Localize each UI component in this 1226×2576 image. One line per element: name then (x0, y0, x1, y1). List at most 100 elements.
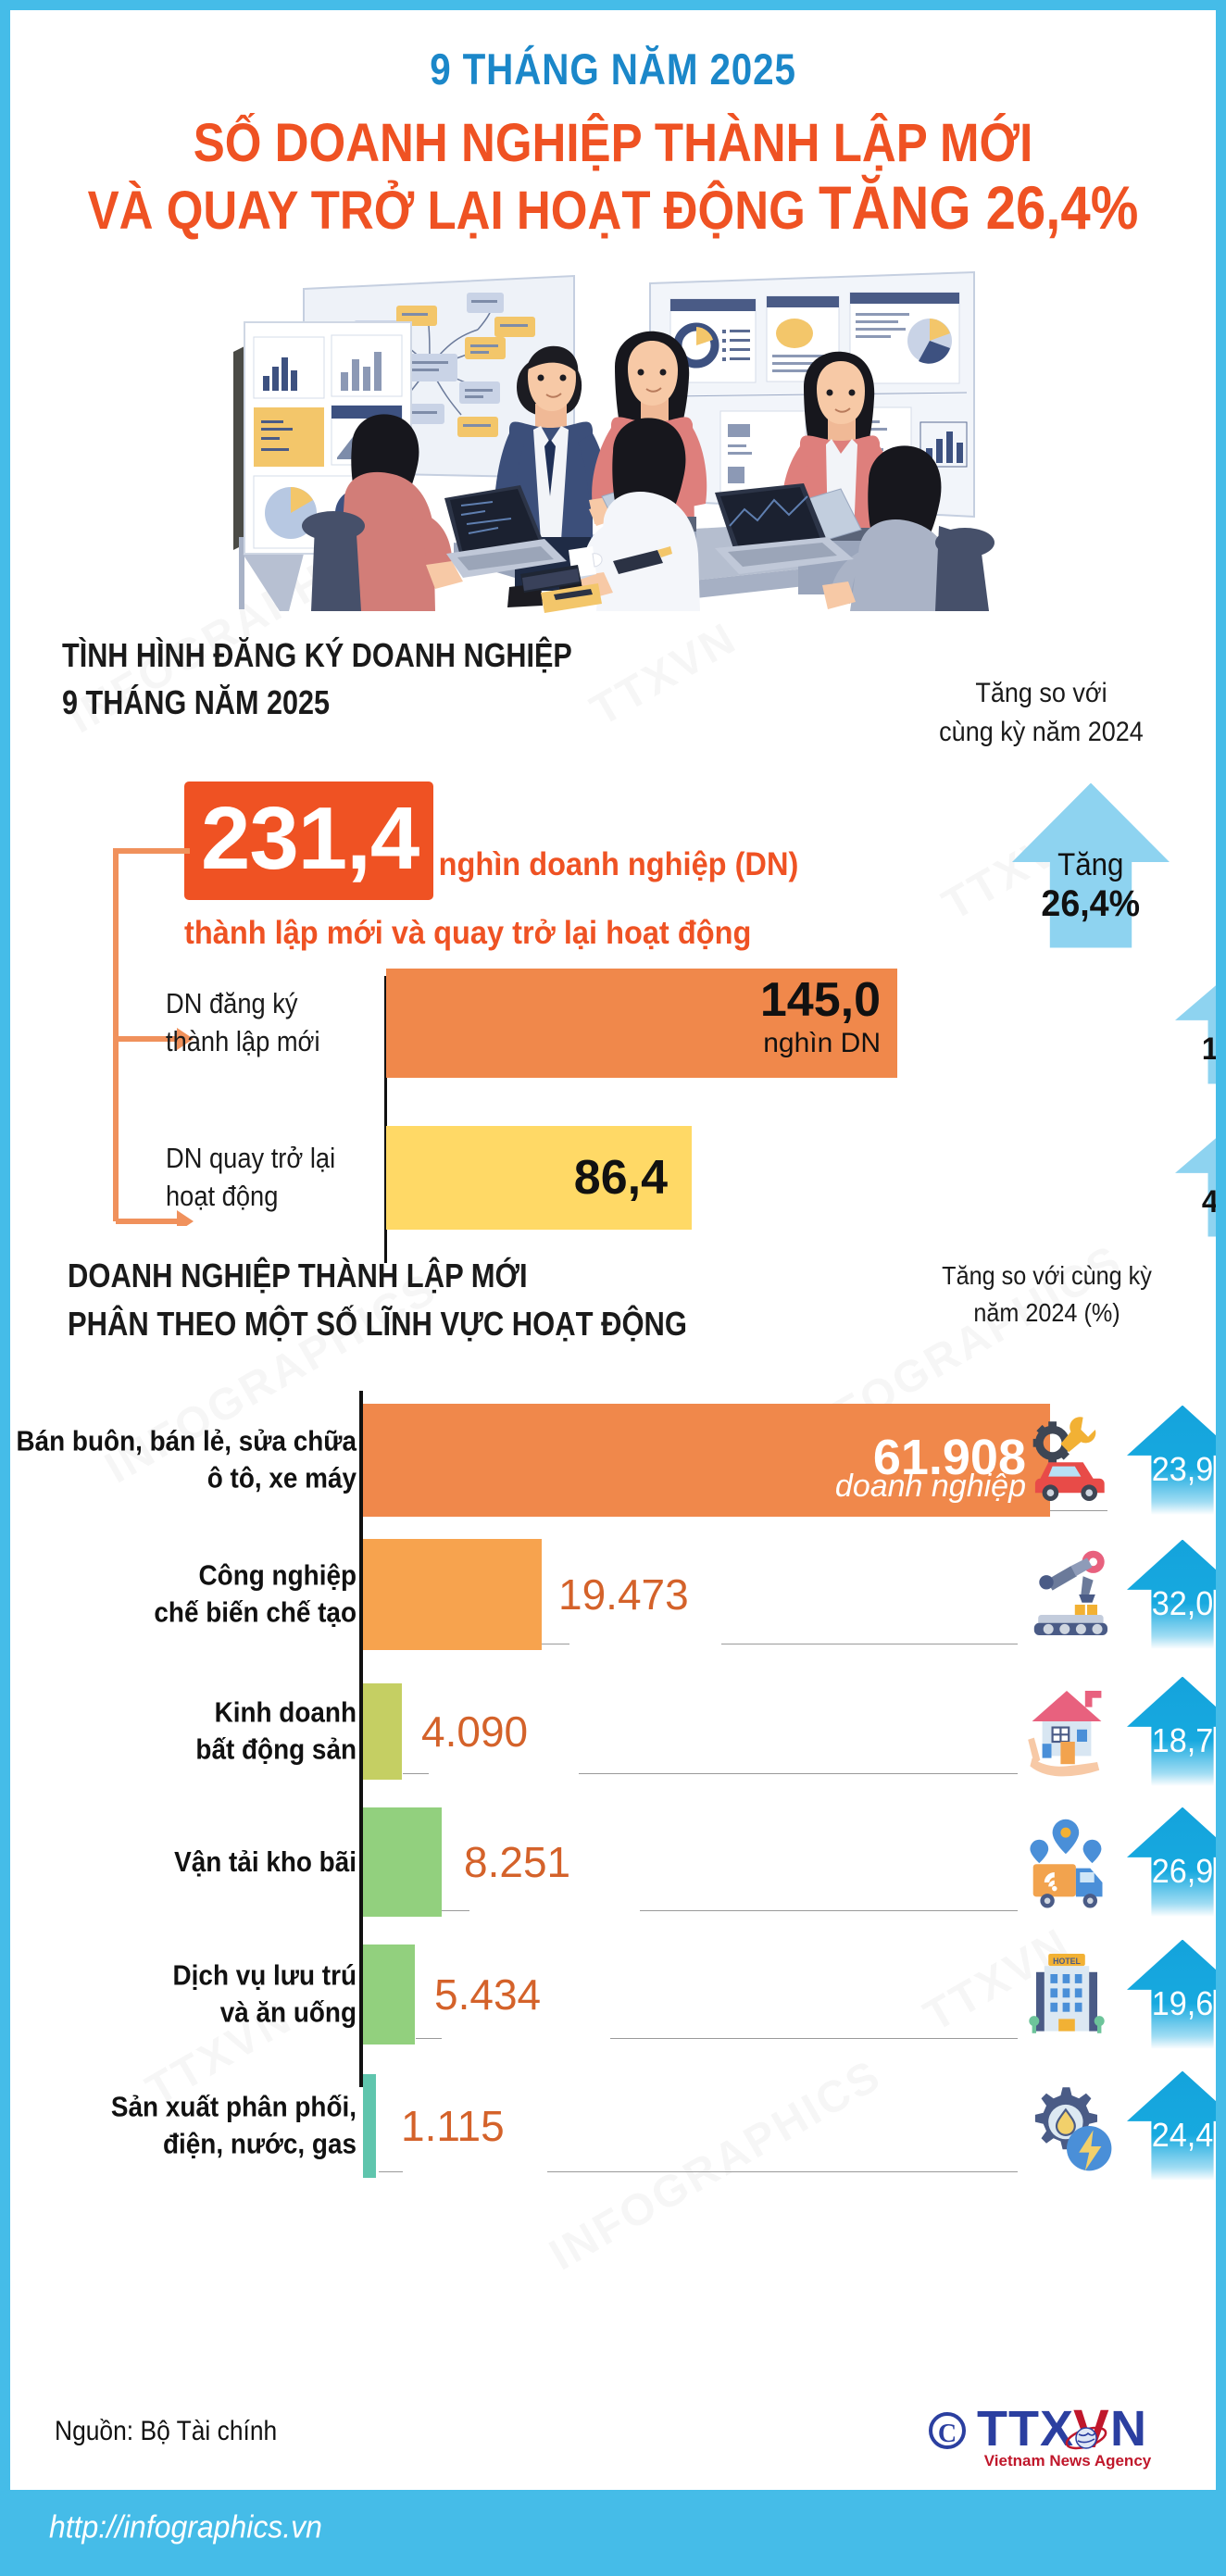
headline-subtitle: thành lập mới và quay trở lại hoạt động (184, 914, 752, 951)
table-row: Dịch vụ lưu trú và ăn uống 5.434 HOTEL (10, 1939, 1216, 2049)
title-line-1: SỐ DOANH NGHIỆP THÀNH LẬP MỚI (193, 112, 1033, 173)
sub-row-2-label: DN quay trở lại hoạt động (166, 1139, 341, 1217)
business-meeting-illustration (215, 248, 1011, 619)
svg-text:HOTEL: HOTEL (1053, 1957, 1081, 1966)
headline-row: 231,4 nghìn doanh nghiệp (DN) (184, 781, 999, 900)
sub-row-2-label-line-2: hoạt động (166, 1180, 279, 1213)
table-row: Công nghiệp chế biến chế tạo 19.473 (10, 1538, 1216, 1650)
gear-energy-icon (1016, 2075, 1118, 2177)
svg-text:TT: TT (977, 2401, 1040, 2457)
sector-label-2-line-2: chế biến chế tạo (154, 1595, 357, 1629)
sub-row-2-bar: 86,4 (386, 1125, 692, 1230)
sub-row-1-label-line-1: DN đăng ký (166, 986, 298, 1019)
growth-arrow-sector-5-value: 19,6 (1151, 1984, 1214, 2023)
sector-bar-4 (363, 1807, 442, 1917)
growth-arrow-row-2: Tăng 41,3% (1175, 1114, 1226, 1237)
sub-row-1-unit: nghìn DN (763, 1027, 881, 1058)
section2-note-line-2: năm 2024 (%) (973, 1298, 1120, 1328)
sector-bar-chart: Bán buôn, bán lẻ, sửa chữa ô tô, xe máy … (10, 1390, 1216, 2181)
sub-row-1-value: 145,0 (759, 972, 881, 1027)
subchart-axis (384, 975, 387, 1263)
headline-statistic: 231,4 nghìn doanh nghiệp (DN) thành lập … (184, 781, 999, 952)
growth-arrow-sector-1: 23,9 (1127, 1405, 1216, 1515)
section2-heading: DOANH NGHIỆP THÀNH LẬP MỚI PHÂN THEO MỘT… (68, 1252, 687, 1348)
leader-line (416, 2037, 442, 2039)
sector-value-4: 8.251 (464, 1837, 571, 1886)
svg-text:Vietnam News Agency: Vietnam News Agency (984, 2452, 1152, 2470)
leader-line (640, 1909, 1018, 1911)
growth-arrow-sector-5: 19,6 (1127, 1939, 1216, 2049)
svg-text:C: C (938, 2420, 957, 2448)
leader-line (1050, 1509, 1107, 1511)
growth-arrow-sector-1-value: 23,9 (1151, 1450, 1214, 1489)
section1-growth-note: Tăng so với cùng kỳ năm 2024 (904, 674, 1179, 753)
sub-row-2-bar-wrap: 86,4 (386, 1125, 692, 1230)
growth-arrow-row-2-value: 41,3% (1201, 1183, 1219, 1219)
growth-arrow-sector-4: 26,9 (1127, 1807, 1216, 1917)
growth-arrow-row-1-value: 18,9% (1201, 1031, 1219, 1067)
section1-heading-line-1: TÌNH HÌNH ĐĂNG KÝ DOANH NGHIỆP (62, 635, 572, 674)
sub-row-1-label: DN đăng ký thành lập mới (166, 984, 341, 1062)
footer-bar: http://infographics.vn (10, 2490, 1216, 2566)
title-line-2-a: VÀ QUAY TRỞ LẠI HOẠT ĐỘNG (87, 180, 819, 241)
sector-value-3: 4.090 (421, 1707, 529, 1756)
growth-arrow-sector-6-value: 24,4 (1151, 2116, 1214, 2155)
sector-label-5-line-2: và ăn uống (219, 1995, 357, 2029)
section1-heading-line-2: 9 THÁNG NĂM 2025 (62, 682, 331, 721)
sector-value-5: 5.434 (434, 1970, 542, 2019)
sector-label-3: Kinh doanh bất động sản (10, 1694, 357, 1769)
sector-bar-3 (363, 1682, 402, 1780)
sector-bar-2 (363, 1538, 542, 1650)
growth-arrow-sector-6: 24,4 (1127, 2070, 1216, 2181)
table-row: DN quay trở lại hoạt động 86,4 Tăng 41,3… (166, 1114, 1216, 1237)
sector-bar-6 (363, 2073, 376, 2178)
leader-line (610, 2037, 1018, 2039)
sub-row-1-bar: 145,0 nghìn DN (386, 968, 897, 1078)
growth-arrow-total-prefix: Tăng (1057, 846, 1124, 882)
sector-label-4-text: Vận tải kho bãi (174, 1844, 357, 1878)
headline-unit: nghìn doanh nghiệp (DN) (438, 845, 799, 882)
sector-label-3-line-2: bất động sản (195, 1732, 357, 1766)
arrow-up-icon (1175, 961, 1216, 1084)
sub-row-2-label-line-1: DN quay trở lại (166, 1141, 336, 1174)
sector-label-6: Sản xuất phân phối, điện, nước, gas (10, 2088, 357, 2163)
sector-label-6-line-1: Sản xuất phân phối, (110, 2090, 357, 2123)
footer-url[interactable]: http://infographics.vn (49, 2509, 322, 2545)
growth-arrow-total-value: 26,4% (1041, 883, 1141, 925)
sector-label-3-line-1: Kinh doanh (214, 1695, 357, 1729)
page-title: SỐ DOANH NGHIỆP THÀNH LẬP MỚI VÀ QUAY TR… (82, 112, 1144, 243)
growth-arrow-row-2-prefix: Tăng (1217, 1156, 1226, 1182)
sub-row-1-bar-wrap: 145,0 nghìn DN (386, 968, 897, 1078)
section2-growth-note: Tăng so với cùng kỳ năm 2024 (%) (909, 1257, 1184, 1332)
sector-label-6-line-2: điện, nước, gas (162, 2127, 357, 2160)
leader-line (579, 1772, 1018, 1774)
sector-label-4: Vận tải kho bãi (10, 1843, 357, 1880)
sector-label-5: Dịch vụ lưu trú và ăn uống (10, 1957, 357, 2032)
house-hand-icon (1016, 1681, 1118, 1782)
growth-arrow-sector-4-value: 26,9 (1151, 1852, 1214, 1891)
section1-heading: TÌNH HÌNH ĐĂNG KÝ DOANH NGHIỆP 9 THÁNG N… (62, 631, 572, 726)
leader-line (379, 2170, 403, 2172)
sector-bar-5 (363, 1944, 415, 2045)
header-kicker: 9 THÁNG NĂM 2025 (430, 44, 796, 94)
sector-value-1: 61.908 (872, 1430, 1026, 1486)
growth-arrow-sector-2-value: 32,0 (1151, 1584, 1214, 1623)
title-line-2: VÀ QUAY TRỞ LẠI HOẠT ĐỘNG TĂNG 26,4% (82, 173, 1144, 243)
section2-heading-line-1: DOANH NGHIỆP THÀNH LẬP MỚI (68, 1256, 528, 1294)
sector-label-2: Công nghiệp chế biến chế tạo (10, 1557, 357, 1632)
sector-value-1-unit: doanh nghiệp (834, 1469, 1026, 1505)
chart-axis (359, 1390, 363, 2087)
table-row: Vận tải kho bãi 8.251 (10, 1807, 1216, 1917)
table-row: Bán buôn, bán lẻ, sửa chữa ô tô, xe máy … (10, 1403, 1216, 1517)
table-row: Kinh doanh bất động sản 4.090 (10, 1676, 1216, 1786)
svg-text:N: N (1110, 2401, 1146, 2457)
registration-summary-section: TÌNH HÌNH ĐĂNG KÝ DOANH NGHIỆP 9 THÁNG N… (10, 631, 1216, 1263)
sub-row-1-label-line-2: thành lập mới (166, 1025, 320, 1058)
leader-line (403, 1772, 429, 1774)
section2-note-line-1: Tăng so với cùng kỳ (942, 1260, 1152, 1290)
sector-label-5-line-1: Dịch vụ lưu trú (172, 1958, 357, 1992)
sector-breakdown-section: DOANH NGHIỆP THÀNH LẬP MỚI PHÂN THEO MỘT… (10, 1252, 1216, 2181)
table-row: DN đăng ký thành lập mới 145,0 nghìn DN … (166, 961, 1216, 1084)
section1-note-line-2: cùng kỳ năm 2024 (939, 717, 1144, 748)
